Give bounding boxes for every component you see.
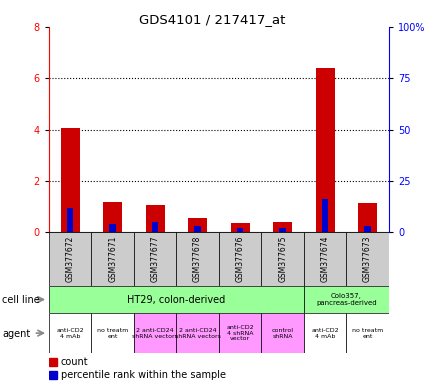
Bar xyxy=(219,313,261,353)
Bar xyxy=(219,232,261,286)
Bar xyxy=(346,313,389,353)
Bar xyxy=(315,68,334,232)
Text: GSM377674: GSM377674 xyxy=(320,236,330,283)
Text: anti-CD2
4 shRNA
vector: anti-CD2 4 shRNA vector xyxy=(226,325,254,341)
Bar xyxy=(109,224,116,232)
Bar xyxy=(261,313,304,353)
Text: GSM377677: GSM377677 xyxy=(150,236,160,283)
Bar xyxy=(49,232,91,286)
Bar xyxy=(304,313,346,353)
Text: GSM377671: GSM377671 xyxy=(108,236,117,282)
Bar xyxy=(134,232,176,286)
Bar xyxy=(49,313,91,353)
Bar xyxy=(49,358,57,366)
Bar xyxy=(49,286,304,313)
Bar xyxy=(273,222,292,232)
Bar xyxy=(194,226,201,232)
Bar xyxy=(304,232,346,286)
Bar xyxy=(145,205,164,232)
Bar xyxy=(176,313,219,353)
Bar xyxy=(279,228,286,232)
Text: 2 anti-CD24
shRNA vectors: 2 anti-CD24 shRNA vectors xyxy=(175,328,221,339)
Bar xyxy=(103,202,122,232)
Text: GSM377678: GSM377678 xyxy=(193,236,202,282)
Text: GSM377675: GSM377675 xyxy=(278,236,287,283)
Bar xyxy=(152,222,159,232)
Text: count: count xyxy=(61,357,88,367)
Bar xyxy=(60,128,79,232)
Text: GDS4101 / 217417_at: GDS4101 / 217417_at xyxy=(139,13,286,26)
Text: no treatm
ent: no treatm ent xyxy=(352,328,383,339)
Bar xyxy=(91,232,134,286)
Text: percentile rank within the sample: percentile rank within the sample xyxy=(61,370,226,380)
Text: agent: agent xyxy=(2,329,30,339)
Bar xyxy=(67,208,74,232)
Bar xyxy=(134,313,176,353)
Bar xyxy=(322,199,329,232)
Text: HT29, colon-derived: HT29, colon-derived xyxy=(127,295,226,305)
Bar xyxy=(364,226,371,232)
Bar xyxy=(230,223,249,232)
Text: GSM377676: GSM377676 xyxy=(235,236,245,283)
Bar xyxy=(304,286,389,313)
Bar xyxy=(346,232,389,286)
Bar xyxy=(261,232,304,286)
Bar xyxy=(188,218,207,232)
Bar xyxy=(358,203,377,232)
Bar xyxy=(176,232,219,286)
Text: Colo357,
pancreas-derived: Colo357, pancreas-derived xyxy=(316,293,377,306)
Text: GSM377672: GSM377672 xyxy=(65,236,75,282)
Text: 2 anti-CD24
shRNA vectors: 2 anti-CD24 shRNA vectors xyxy=(132,328,178,339)
Text: anti-CD2
4 mAb: anti-CD2 4 mAb xyxy=(311,328,339,339)
Bar xyxy=(237,228,244,232)
Text: cell line: cell line xyxy=(2,295,40,305)
Text: anti-CD2
4 mAb: anti-CD2 4 mAb xyxy=(56,328,84,339)
Text: GSM377673: GSM377673 xyxy=(363,236,372,283)
Bar xyxy=(91,313,134,353)
Bar xyxy=(49,371,57,379)
Text: control
shRNA: control shRNA xyxy=(272,328,294,339)
Text: no treatm
ent: no treatm ent xyxy=(97,328,128,339)
